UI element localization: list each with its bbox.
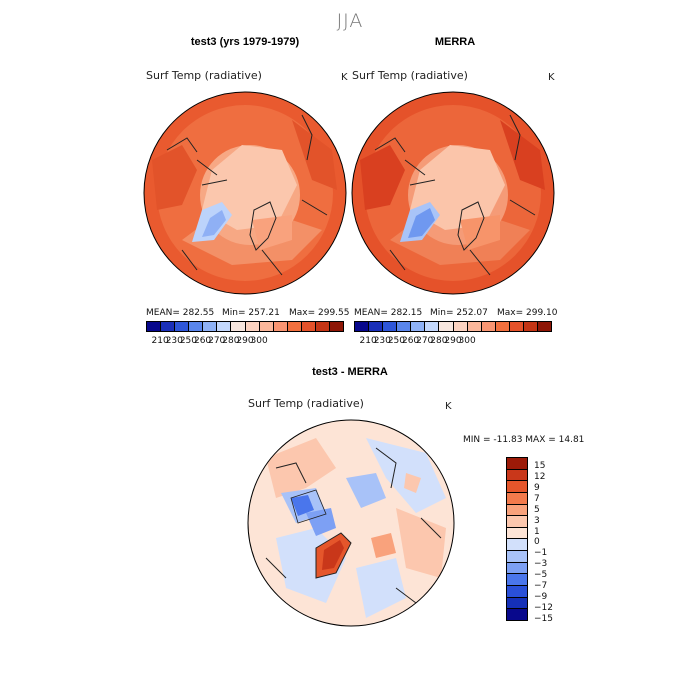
colorbar-obs-swatch <box>523 322 539 331</box>
colorbar-test-tick-label: 230 <box>165 336 183 346</box>
colorbar-ticks-diff: 15 12 9 7 5 3 1 0 −1 −3 −5 −7 −9 −12 −15 <box>534 457 574 624</box>
colorbar-obs-tick-label: 270 <box>416 336 434 346</box>
colorbar-obs-swatch <box>355 322 370 331</box>
colorbar-test-tick-label: 270 <box>208 336 226 346</box>
colorbar-diff-tick-label: 5 <box>534 504 540 515</box>
colorbar-test-swatch <box>147 322 162 331</box>
colorbar-diff-swatch <box>507 458 527 470</box>
unit-label-test: K <box>341 72 348 83</box>
colorbar-test-swatch <box>161 322 176 331</box>
colorbar-diff-swatch <box>507 586 527 598</box>
colorbar-obs-swatch <box>538 322 552 331</box>
colorbar-diff-tick-label: −1 <box>534 548 548 559</box>
colorbar-diff-swatch <box>507 527 527 540</box>
variable-label-diff: Surf Temp (radiative) <box>248 397 364 410</box>
colorbar-obs <box>354 321 552 332</box>
colorbar-obs-swatch <box>369 322 384 331</box>
colorbar-ticks-test: 210 230 250 260 270 280 290 300 <box>146 336 344 348</box>
colorbar-obs-swatch <box>397 322 412 331</box>
colorbar-diff-swatch <box>507 574 527 587</box>
colorbar-diff-tick-label: 0 <box>534 537 540 548</box>
colorbar-obs-swatch <box>453 322 468 331</box>
colorbar-diff-swatch <box>507 504 527 517</box>
colorbar-diff-tick-label: −15 <box>534 614 553 624</box>
colorbar-test-swatch <box>330 322 344 331</box>
colorbar-diff-swatch <box>507 492 527 505</box>
colorbar-test-swatch <box>217 322 232 331</box>
colorbar-diff <box>506 457 528 621</box>
colorbar-obs-tick-label: 210 <box>359 336 377 346</box>
panel-title-diff: test3 - MERRA <box>312 366 388 378</box>
colorbar-diff-tick-label: 12 <box>534 471 546 482</box>
colorbar-test-swatch <box>315 322 331 331</box>
colorbar-diff-swatch <box>507 551 527 563</box>
polar-map-obs <box>351 91 555 295</box>
variable-label-obs: Surf Temp (radiative) <box>352 69 468 82</box>
season-title: JJA <box>336 10 364 32</box>
colorbar-diff-tick-label: −9 <box>534 592 548 603</box>
colorbar-test <box>146 321 344 332</box>
colorbar-test-swatch <box>175 322 190 331</box>
colorbar-diff-swatch <box>507 469 527 482</box>
colorbar-obs-swatch <box>467 322 482 331</box>
colorbar-obs-swatch <box>425 322 440 331</box>
colorbar-test-tick-label: 300 <box>250 336 268 346</box>
colorbar-test-tick-label: 280 <box>222 336 240 346</box>
colorbar-obs-tick-label: 250 <box>387 336 406 346</box>
variable-label-test: Surf Temp (radiative) <box>146 69 262 82</box>
colorbar-obs-tick-label: 230 <box>373 336 391 346</box>
colorbar-diff-swatch <box>507 597 527 610</box>
colorbar-obs-tick-label: 260 <box>401 336 420 346</box>
colorbar-test-swatch <box>189 322 204 331</box>
colorbar-test-swatch <box>301 322 316 331</box>
colorbar-diff-swatch <box>507 562 527 575</box>
colorbar-diff-tick-label: 3 <box>534 515 540 526</box>
colorbar-test-tick-label: 260 <box>193 336 212 346</box>
unit-label-obs: K <box>548 72 555 83</box>
colorbar-obs-tick-label: 290 <box>444 336 462 346</box>
colorbar-test-tick-label: 210 <box>151 336 169 346</box>
polar-map-diff <box>247 419 455 627</box>
colorbar-test-tick-label: 290 <box>236 336 254 346</box>
colorbar-test-tick-label: 250 <box>179 336 198 346</box>
stats-max-obs: Max= 299.10 <box>497 308 558 318</box>
colorbar-ticks-obs: 210 230 250 260 270 280 290 300 <box>354 336 552 348</box>
stats-min-obs: Min= 252.07 <box>430 308 488 318</box>
colorbar-test-swatch <box>231 322 246 331</box>
colorbar-obs-swatch <box>439 322 454 331</box>
colorbar-diff-tick-label: 7 <box>534 493 540 504</box>
colorbar-diff-swatch <box>507 516 527 528</box>
colorbar-obs-swatch <box>481 322 496 331</box>
colorbar-diff-tick-label: −7 <box>534 581 548 592</box>
colorbar-test-swatch <box>245 322 260 331</box>
panel-title-obs: MERRA <box>434 36 476 48</box>
colorbar-test-swatch <box>203 322 218 331</box>
unit-label-diff: K <box>445 401 452 412</box>
colorbar-obs-swatch <box>383 322 398 331</box>
panel-title-test: test3 (yrs 1979-1979) <box>190 36 300 48</box>
colorbar-diff-tick-label: −3 <box>534 559 548 570</box>
colorbar-test-swatch <box>273 322 288 331</box>
colorbar-obs-tick-label: 300 <box>458 336 476 346</box>
colorbar-diff-swatch <box>507 609 527 620</box>
polar-map-test <box>143 91 347 295</box>
colorbar-obs-swatch <box>495 322 510 331</box>
colorbar-diff-tick-label: 1 <box>534 526 540 537</box>
colorbar-diff-tick-label: −12 <box>534 603 553 614</box>
stats-max-test: Max= 299.55 <box>289 308 350 318</box>
colorbar-diff-swatch <box>507 481 527 493</box>
colorbar-diff-tick-label: 9 <box>534 482 540 493</box>
colorbar-diff-swatch <box>507 539 527 552</box>
stats-mean-obs: MEAN= 282.15 <box>354 308 423 318</box>
stats-minmax-diff: MIN = -11.83 MAX = 14.81 <box>463 435 585 445</box>
colorbar-obs-swatch <box>411 322 426 331</box>
colorbar-diff-tick-label: 15 <box>534 460 546 471</box>
colorbar-obs-tick-label: 280 <box>430 336 448 346</box>
colorbar-test-swatch <box>259 322 274 331</box>
colorbar-obs-swatch <box>509 322 524 331</box>
colorbar-test-swatch <box>287 322 302 331</box>
stats-mean-test: MEAN= 282.55 <box>146 308 215 318</box>
colorbar-diff-tick-label: −5 <box>534 570 548 581</box>
stats-min-test: Min= 257.21 <box>222 308 280 318</box>
